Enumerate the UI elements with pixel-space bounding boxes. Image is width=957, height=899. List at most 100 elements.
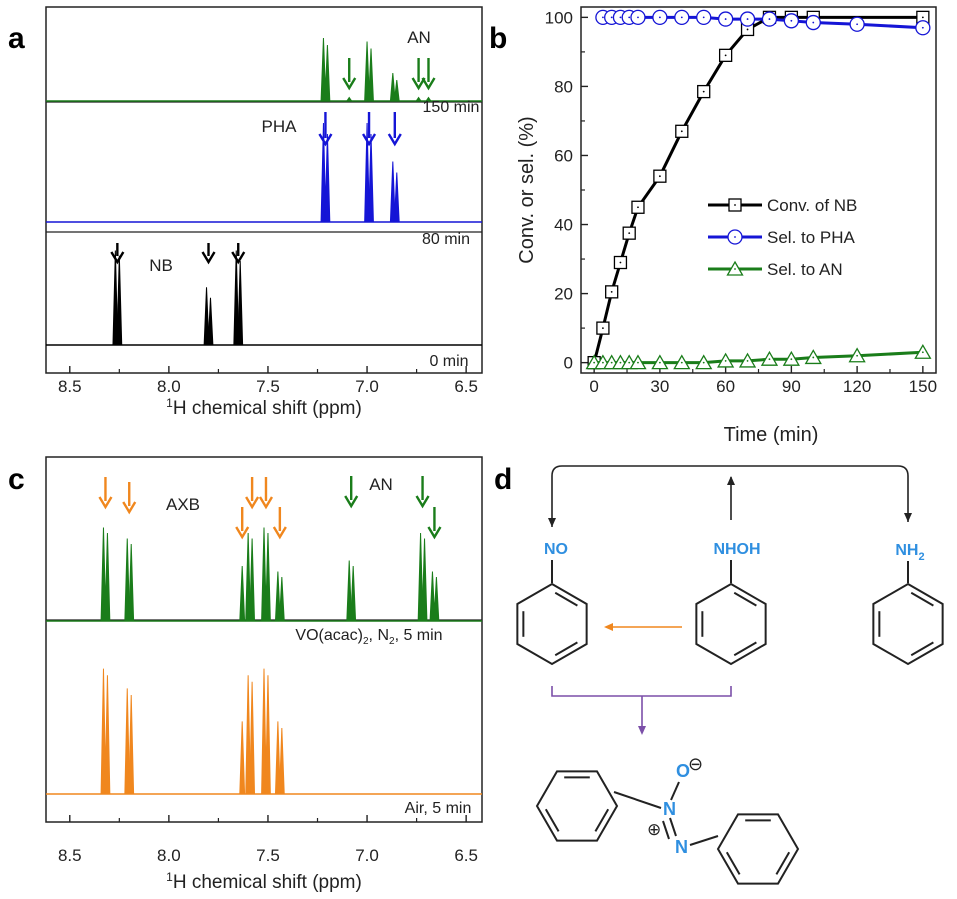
arrow-head: [362, 133, 377, 147]
marker-dot: [812, 21, 815, 24]
ring-double-bond: [725, 851, 741, 875]
peak: [364, 41, 370, 102]
trace-label-air: Air, 5 min: [405, 800, 472, 817]
peak: [368, 133, 374, 223]
data-point: [596, 321, 610, 335]
data-point: [914, 343, 932, 359]
arrow-head: [415, 495, 430, 509]
down-arrow: [362, 112, 377, 147]
marker-dot: [734, 236, 736, 238]
arrowhead-up: [727, 476, 735, 485]
benzene-ring-aniline: [872, 582, 944, 666]
ring-double-bond: [910, 641, 934, 657]
ring-hexagon: [516, 582, 588, 666]
connector-nb-to-an: [551, 465, 909, 527]
label-nhoh: NHOH: [713, 541, 760, 558]
marker-dot: [637, 361, 639, 364]
data-point: [631, 200, 645, 214]
arrow-head: [110, 251, 125, 265]
benzene-ring-nitroso: [516, 582, 588, 666]
arrow-head: [387, 133, 402, 147]
peak: [350, 565, 357, 622]
ring-double-bond: [594, 808, 610, 832]
x-tick-label: 6.5: [454, 377, 478, 396]
label-minus-charge: ⊖: [688, 754, 703, 774]
marker-dot: [790, 19, 793, 22]
marker-dot: [812, 356, 815, 359]
peak: [245, 675, 252, 795]
marker-dot: [610, 16, 613, 19]
panel-c-letter: c: [8, 463, 25, 496]
arrow-head: [245, 496, 260, 510]
marker-dot: [921, 351, 924, 354]
annotation-an-c: AN: [369, 475, 393, 494]
marker-dot: [602, 16, 604, 19]
benzene-ring-azoxy-left: [535, 770, 619, 842]
panel-b-letter: b: [489, 22, 507, 55]
bond-n-n-2: [662, 820, 670, 840]
panel-b-legend: Conv. of NB Sel. to PHA Sel. to AN: [708, 196, 857, 279]
legend-label: Conv. of NB: [767, 196, 857, 215]
peak: [429, 571, 436, 622]
spectrum-c0: [46, 668, 482, 795]
label-n-top: N: [663, 799, 676, 819]
data-point: [738, 352, 757, 368]
data-point: [673, 354, 691, 370]
panel-b-kinetics-chart: b 0 30 60 90 120 150 0 20 40 60 80 100 Time (min) C…: [489, 6, 937, 446]
data-point: [674, 9, 690, 26]
coupling-arrowhead: [638, 726, 646, 735]
arrow-head: [98, 496, 113, 510]
trace-label-150min: 150 min: [423, 99, 480, 116]
marker-dot: [658, 175, 661, 178]
marker-dot: [658, 361, 661, 364]
marker-dot: [921, 26, 924, 29]
x-tick-label: 90: [782, 377, 801, 396]
peak: [417, 532, 424, 622]
spectrum-a2: [46, 37, 482, 102]
arrow-head: [231, 251, 246, 265]
data-point: [740, 22, 755, 37]
legend-marker: [728, 198, 742, 212]
x-tick-label: 150: [909, 377, 937, 396]
marker-dot: [790, 358, 793, 361]
down-arrow: [387, 112, 402, 147]
legend-marker: [726, 260, 744, 276]
series-line: [594, 350, 923, 365]
ring-double-bond: [733, 641, 757, 657]
data-point: [761, 11, 778, 27]
marker-dot: [628, 232, 631, 235]
down-arrow: [122, 482, 137, 515]
y-tick-label: 40: [554, 216, 573, 235]
down-arrow: [231, 243, 246, 265]
marker-dot: [856, 354, 859, 357]
data-point: [605, 285, 619, 299]
arrow-head: [421, 77, 436, 91]
spectrum-c1: [46, 527, 482, 622]
data-point: [697, 84, 711, 99]
panel-a-frame: [45, 6, 483, 374]
panel-c-frame: [45, 456, 483, 823]
series-line: [592, 15, 923, 364]
marker-dot: [734, 268, 736, 270]
trace-label-vo-acac: VO(acac)2, N2, 5 min: [295, 627, 442, 647]
marker-dot: [768, 18, 771, 20]
marker-dot: [856, 23, 859, 26]
annotation-nb: NB: [149, 256, 173, 275]
y-tick-label: 100: [545, 8, 573, 27]
ring-double-bond: [733, 591, 757, 607]
marker-dot: [734, 204, 736, 206]
arrow-head: [342, 77, 357, 91]
down-arrow: [427, 507, 442, 540]
marker-dot: [746, 28, 749, 31]
peak: [207, 297, 214, 346]
data-point: [782, 350, 800, 366]
marker-dot: [702, 90, 705, 93]
data-point: [695, 354, 713, 370]
x-tick-label: 7.5: [256, 846, 280, 865]
panel-b-ylabel: Conv. or sel. (%): [516, 116, 538, 263]
spectrum-a1: [46, 122, 482, 223]
arrow-head: [344, 495, 359, 509]
peak: [261, 668, 267, 795]
series-sel-to-pha: [595, 9, 931, 36]
marker-dot: [619, 361, 622, 364]
